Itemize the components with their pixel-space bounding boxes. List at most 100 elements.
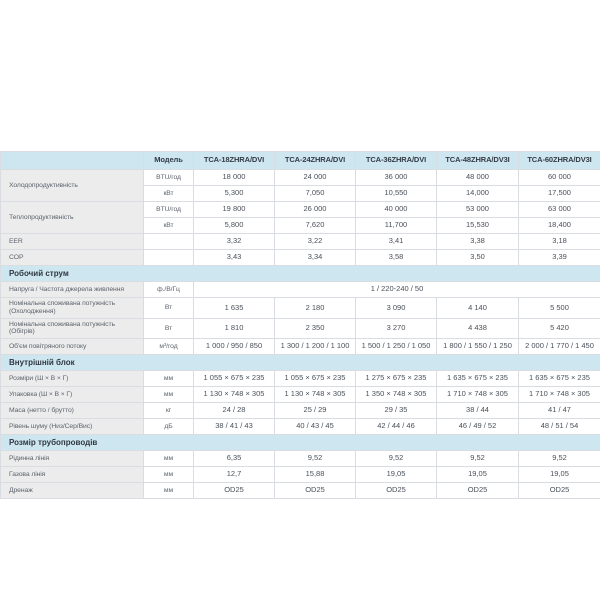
- row-value: 1 635 × 675 × 235: [436, 370, 519, 388]
- row-label: Холодопродуктивність: [0, 169, 144, 202]
- row-value: 26 000: [274, 201, 356, 218]
- table-row: Номінальна споживана потужність (Охолодж…: [0, 297, 600, 319]
- row-value: 9,52: [274, 450, 356, 468]
- table-body: Холодопродуктивність BTU/год 18 000 24 000 3…: [0, 169, 600, 500]
- header-model-name: TCA-36ZHRA/DVI: [355, 151, 437, 170]
- row-unit: Вт: [143, 317, 194, 340]
- row-value: OD25: [436, 482, 519, 500]
- row-value: 18,400: [518, 217, 600, 234]
- row-value: 24 000: [274, 169, 356, 186]
- row-value: 1 130 × 748 × 305: [193, 386, 275, 404]
- row-label: Рідинна лінія: [0, 450, 144, 468]
- row-value: 1 055 × 675 × 235: [274, 370, 356, 388]
- row-unit: мм: [143, 482, 194, 500]
- row-value: 3,41: [355, 233, 437, 250]
- table-row: Газова лінія мм 12,7 15,88 19,05 19,05 19,05: [0, 466, 600, 484]
- row-value: 1 710 × 748 × 305: [436, 386, 519, 404]
- row-value: 1 810: [193, 317, 275, 340]
- table-row: Розміри (Ш × В × Г) мм 1 055 × 675 × 235 1 …: [0, 370, 600, 388]
- row-value: OD25: [355, 482, 437, 500]
- row-value: 7,620: [274, 217, 356, 234]
- row-value: 10,550: [355, 185, 437, 202]
- row-value: 2 000 / 1 770 / 1 450: [518, 338, 600, 356]
- table-row: COP 3,43 3,34 3,58 3,50 3,39: [0, 249, 600, 266]
- row-value: 42 / 44 / 46: [355, 418, 437, 436]
- table-header: Модель TCA-18ZHRA/DVI TCA-24ZHRA/DVI TCA-36…: [0, 151, 600, 170]
- row-value: 1 275 × 675 × 235: [355, 370, 437, 388]
- row-label: Напруга / Частота джерела живлення: [0, 281, 144, 298]
- row-value: 1 635: [193, 297, 275, 319]
- row-label: Номінальна споживана потужність (Охолодж…: [0, 297, 144, 319]
- section-title: Внутрішній блок: [0, 354, 600, 372]
- row-value: 5 500: [518, 297, 600, 319]
- row-unit: дБ: [143, 418, 194, 436]
- table-row: Об'єм повітряного потоку м³/год 1 000 / 95…: [0, 338, 600, 356]
- row-value: 3,18: [518, 233, 600, 250]
- row-value: 38 / 41 / 43: [193, 418, 275, 436]
- header-model-name: TCA-18ZHRA/DVI: [193, 151, 275, 170]
- row-label: Номінальна споживана потужність (Обігрів…: [0, 317, 144, 340]
- row-label: Дренаж: [0, 482, 144, 500]
- row-value: 40 000: [355, 201, 437, 218]
- row-value: 5,300: [193, 185, 275, 202]
- row-value: 1 710 × 748 × 305: [518, 386, 600, 404]
- row-value: 19 800: [193, 201, 275, 218]
- row-value: 3,50: [436, 249, 519, 266]
- row-value: 63 000: [518, 201, 600, 218]
- table-row: Рівень шуму (Низ/Сер/Вис) дБ 38 / 41 / 43 4…: [0, 418, 600, 436]
- table-row: Дренаж мм OD25 OD25 OD25 OD25 OD25: [0, 482, 600, 500]
- row-value: 1 055 × 675 × 235: [193, 370, 275, 388]
- row-value: 4 438: [436, 317, 519, 340]
- header-model-name: TCA-60ZHRA/DV3I: [518, 151, 600, 170]
- row-value: 1 500 / 1 250 / 1 050: [355, 338, 437, 356]
- row-value: 46 / 49 / 52: [436, 418, 519, 436]
- table-row: EER 3,32 3,22 3,41 3,38 3,18: [0, 233, 600, 250]
- header-model-name: TCA-48ZHRA/DV3I: [436, 151, 519, 170]
- table-row: Холодопродуктивність BTU/год 18 000 24 000 3…: [0, 169, 600, 202]
- row-value: 2 180: [274, 297, 356, 319]
- row-value: 19,05: [436, 466, 519, 484]
- row-value: 19,05: [518, 466, 600, 484]
- row-label: Об'єм повітряного потоку: [0, 338, 144, 356]
- row-label: Розміри (Ш × В × Г): [0, 370, 144, 388]
- row-unit: [143, 233, 194, 250]
- row-unit: BTU/год: [143, 201, 194, 218]
- section-title: Розмір трубопроводів: [0, 434, 600, 452]
- row-unit: мм: [143, 370, 194, 388]
- row-label: Упаковка (Ш × В × Г): [0, 386, 144, 404]
- row-value: 1 350 × 748 × 305: [355, 386, 437, 404]
- section-row: Робочий струм: [0, 265, 600, 282]
- section-title: Робочий струм: [0, 265, 600, 282]
- row-unit: ф./В/Гц: [143, 281, 194, 298]
- row-label: Газова лінія: [0, 466, 144, 484]
- row-value: 3 090: [355, 297, 437, 319]
- header-model-name: TCA-24ZHRA/DVI: [274, 151, 356, 170]
- row-value: 1 800 / 1 550 / 1 250: [436, 338, 519, 356]
- row-value: 3,22: [274, 233, 356, 250]
- row-value: 7,050: [274, 185, 356, 202]
- row-value: 25 / 29: [274, 402, 356, 420]
- row-value: 3 270: [355, 317, 437, 340]
- row-value: 3,34: [274, 249, 356, 266]
- row-value: 38 / 44: [436, 402, 519, 420]
- row-value: OD25: [518, 482, 600, 500]
- row-label: Теплопродуктивність: [0, 201, 144, 234]
- table-row: Теплопродуктивність BTU/год 19 800 26 000 40…: [0, 201, 600, 234]
- row-unit: BTU/год: [143, 169, 194, 186]
- section-row: Внутрішній блок: [0, 354, 600, 372]
- header-spacer-cell: [0, 151, 144, 170]
- row-value: 60 000: [518, 169, 600, 186]
- row-value: 29 / 35: [355, 402, 437, 420]
- row-value: 9,52: [436, 450, 519, 468]
- row-value: 48 / 51 / 54: [518, 418, 600, 436]
- table-row: Рідинна лінія мм 6,35 9,52 9,52 9,52 9,52: [0, 450, 600, 468]
- row-unit: кВт: [143, 185, 194, 202]
- row-value: 1 300 / 1 200 / 1 100: [274, 338, 356, 356]
- row-value: 3,32: [193, 233, 275, 250]
- row-value: 19,05: [355, 466, 437, 484]
- row-value: 3,43: [193, 249, 275, 266]
- table-row: Номінальна споживана потужність (Обігрів…: [0, 317, 600, 340]
- row-value: OD25: [193, 482, 275, 500]
- row-value: OD25: [274, 482, 356, 500]
